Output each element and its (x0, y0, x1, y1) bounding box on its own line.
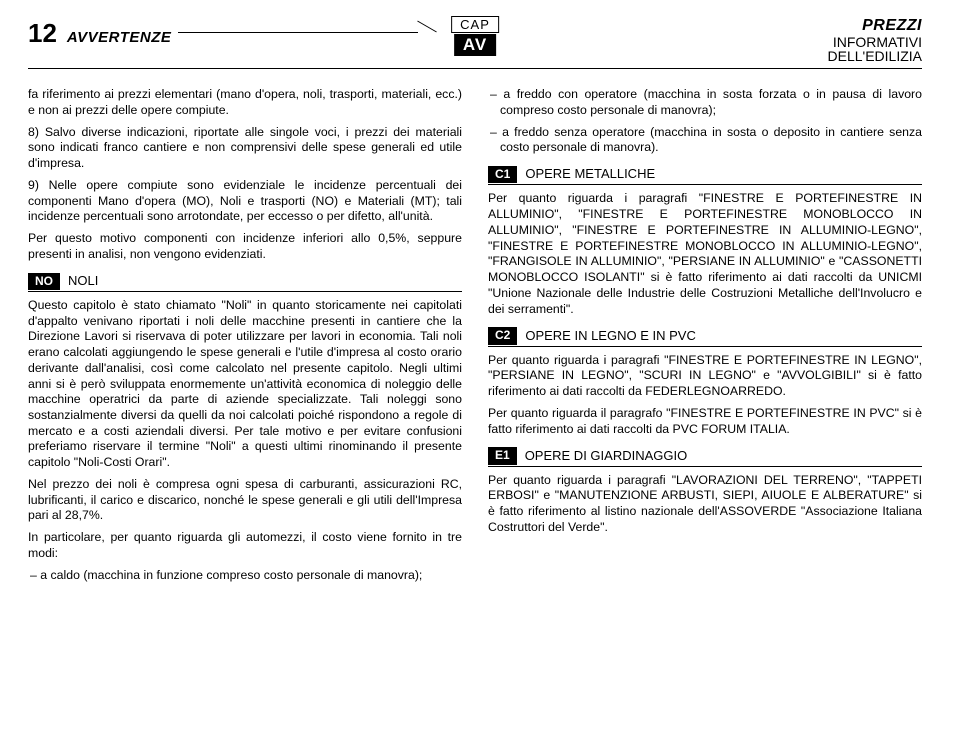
section-heading-no: NO NOLI (28, 273, 462, 292)
header-rule-decoration (178, 32, 418, 33)
page-header: 12 AVVERTENZE CAP AV PREZZI INFORMATIVI … (28, 18, 922, 69)
left-column: fa riferimento ai prezzi elementari (man… (28, 87, 462, 589)
section-title: NOLI (68, 273, 98, 290)
body-paragraph: Per quanto riguarda i paragrafi "FINESTR… (488, 353, 922, 400)
header-center: CAP AV (451, 16, 499, 56)
body-paragraph: 9) Nelle opere compiute sono evidenziale… (28, 178, 462, 225)
body-paragraph: Per quanto riguarda il paragrafo "FINEST… (488, 406, 922, 437)
list-text: – a freddo senza operatore (macchina in … (490, 125, 922, 155)
title-sub2: DELL'EDILIZIA (828, 49, 923, 64)
body-paragraph: Per questo motivo componenti con inciden… (28, 231, 462, 262)
list-item: – a freddo senza operatore (macchina in … (488, 125, 922, 156)
right-column: – a freddo con operatore (macchina in so… (488, 87, 922, 589)
list-text: – a freddo con operatore (macchina in so… (490, 87, 922, 117)
section-code: C2 (488, 327, 517, 344)
section-title: OPERE IN LEGNO E IN PVC (525, 328, 696, 345)
body-paragraph: fa riferimento ai prezzi elementari (man… (28, 87, 462, 118)
cap-code: AV (454, 34, 496, 56)
section-code: NO (28, 273, 60, 290)
header-right: PREZZI INFORMATIVI DELL'EDILIZIA (828, 18, 923, 64)
content-columns: fa riferimento ai prezzi elementari (man… (28, 87, 922, 589)
body-paragraph: In particolare, per quanto riguarda gli … (28, 530, 462, 561)
body-paragraph: Per quanto riguarda i paragrafi "FINESTR… (488, 191, 922, 317)
page-number: 12 (28, 18, 57, 49)
list-item: – a caldo (macchina in funzione compreso… (28, 568, 462, 584)
section-heading-e1: E1 OPERE DI GIARDINAGGIO (488, 447, 922, 466)
section-code: E1 (488, 447, 517, 464)
title-main: PREZZI (828, 18, 923, 35)
body-paragraph: Questo capitolo è stato chiamato "Noli" … (28, 298, 462, 471)
list-item: – a freddo con operatore (macchina in so… (488, 87, 922, 118)
body-paragraph: 8) Salvo diverse indicazioni, riportate … (28, 125, 462, 172)
header-left: 12 AVVERTENZE (28, 18, 171, 49)
section-title: OPERE DI GIARDINAGGIO (525, 448, 688, 465)
body-paragraph: Per quanto riguarda i paragrafi "LAVORAZ… (488, 473, 922, 536)
section-code: C1 (488, 166, 517, 183)
title-sub1: INFORMATIVI (828, 35, 923, 50)
section-label: AVVERTENZE (67, 29, 171, 46)
body-paragraph: Nel prezzo dei noli è compresa ogni spes… (28, 477, 462, 524)
section-title: OPERE METALLICHE (525, 166, 655, 183)
list-text: – a caldo (macchina in funzione compreso… (30, 568, 422, 582)
section-heading-c2: C2 OPERE IN LEGNO E IN PVC (488, 327, 922, 346)
section-heading-c1: C1 OPERE METALLICHE (488, 166, 922, 185)
page-container: 12 AVVERTENZE CAP AV PREZZI INFORMATIVI … (0, 0, 960, 607)
cap-label: CAP (451, 16, 499, 33)
